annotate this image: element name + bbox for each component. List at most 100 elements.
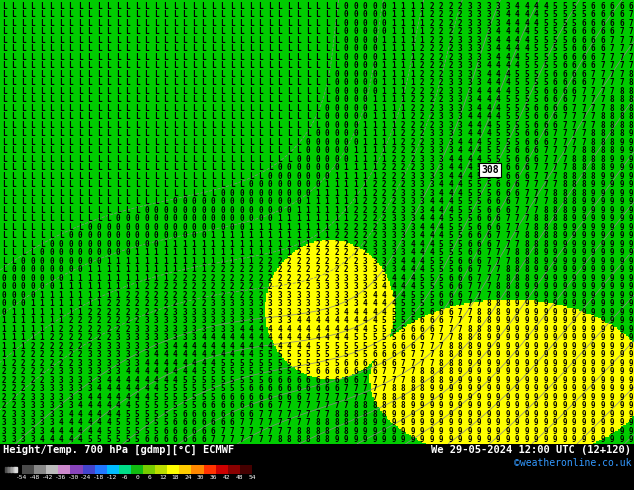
- Text: 4: 4: [467, 172, 472, 181]
- Text: L: L: [210, 172, 216, 181]
- Text: 7: 7: [619, 27, 624, 36]
- Text: 9: 9: [562, 393, 567, 402]
- Text: 0: 0: [2, 299, 6, 309]
- Text: 3: 3: [153, 334, 158, 343]
- Text: 0: 0: [315, 172, 320, 181]
- Text: L: L: [125, 155, 130, 164]
- Text: 3: 3: [439, 138, 443, 147]
- Text: 1: 1: [163, 274, 168, 283]
- Text: 6: 6: [572, 53, 576, 62]
- Text: L: L: [191, 129, 197, 139]
- Text: 9: 9: [581, 342, 586, 351]
- Text: L: L: [68, 87, 73, 96]
- Text: 5: 5: [458, 248, 462, 257]
- Text: L: L: [125, 206, 130, 215]
- Text: L: L: [144, 2, 149, 11]
- Text: 9: 9: [524, 350, 529, 360]
- Text: L: L: [201, 36, 206, 45]
- Text: 4: 4: [182, 359, 187, 368]
- Text: 8: 8: [363, 401, 367, 411]
- Text: 9: 9: [610, 350, 614, 360]
- Text: L: L: [258, 27, 263, 36]
- Text: 2: 2: [325, 257, 329, 266]
- Text: L: L: [134, 206, 139, 215]
- Text: 1: 1: [239, 257, 244, 266]
- Text: 9: 9: [629, 368, 633, 376]
- Text: 5: 5: [277, 350, 281, 360]
- Text: 4: 4: [68, 427, 73, 436]
- Text: 8: 8: [562, 189, 567, 198]
- Text: 6: 6: [581, 19, 586, 28]
- Text: 8: 8: [496, 308, 500, 317]
- Text: L: L: [220, 87, 225, 96]
- Text: 4: 4: [477, 129, 481, 139]
- Text: 2: 2: [182, 291, 187, 300]
- Text: 1: 1: [306, 197, 310, 206]
- Text: L: L: [296, 129, 301, 139]
- Text: 3: 3: [68, 393, 73, 402]
- Text: L: L: [49, 164, 54, 172]
- Text: 9: 9: [610, 436, 614, 444]
- Text: 7: 7: [619, 61, 624, 71]
- Text: 5: 5: [220, 359, 225, 368]
- Text: 9: 9: [543, 274, 548, 283]
- Text: L: L: [249, 27, 254, 36]
- Text: 9: 9: [581, 410, 586, 419]
- Text: L: L: [201, 19, 206, 28]
- Text: L: L: [59, 96, 63, 104]
- Text: L: L: [59, 129, 63, 139]
- Text: 4: 4: [296, 334, 301, 343]
- Text: 3: 3: [477, 45, 481, 53]
- Text: L: L: [287, 147, 291, 155]
- Text: 6: 6: [610, 19, 614, 28]
- Text: 9: 9: [629, 401, 633, 411]
- Text: 4: 4: [477, 96, 481, 104]
- Text: L: L: [334, 36, 339, 45]
- Text: 5: 5: [477, 197, 481, 206]
- Text: 3: 3: [125, 342, 130, 351]
- Text: L: L: [78, 172, 82, 181]
- Text: 3: 3: [429, 129, 434, 139]
- Text: L: L: [306, 121, 310, 130]
- Text: L: L: [239, 172, 244, 181]
- Text: 1: 1: [325, 223, 329, 232]
- Text: 5: 5: [562, 36, 567, 45]
- Text: L: L: [106, 45, 111, 53]
- Text: 4: 4: [153, 350, 158, 360]
- Text: L: L: [239, 61, 244, 71]
- Text: 7: 7: [258, 410, 263, 419]
- Text: 6: 6: [220, 410, 225, 419]
- Text: 2: 2: [382, 206, 386, 215]
- Text: 1: 1: [420, 27, 424, 36]
- Text: L: L: [11, 215, 16, 223]
- Text: 3: 3: [467, 96, 472, 104]
- Text: 6: 6: [610, 10, 614, 20]
- Text: L: L: [125, 45, 130, 53]
- Text: 0: 0: [287, 180, 291, 190]
- Text: L: L: [68, 129, 73, 139]
- Text: 5: 5: [410, 308, 415, 317]
- Text: L: L: [277, 96, 281, 104]
- Text: L: L: [182, 36, 187, 45]
- Text: -6: -6: [120, 475, 128, 480]
- Text: L: L: [30, 155, 35, 164]
- Text: 5: 5: [486, 138, 491, 147]
- Text: 7: 7: [249, 436, 254, 444]
- Text: 4: 4: [505, 87, 510, 96]
- Text: 8: 8: [591, 129, 595, 139]
- Text: 6: 6: [505, 180, 510, 190]
- Text: 7: 7: [591, 70, 595, 79]
- Text: 9: 9: [619, 155, 624, 164]
- Text: L: L: [153, 61, 158, 71]
- Text: L: L: [87, 180, 92, 190]
- Text: L: L: [97, 206, 101, 215]
- Text: 8: 8: [591, 172, 595, 181]
- Text: 3: 3: [30, 393, 35, 402]
- Text: 9: 9: [467, 393, 472, 402]
- Text: L: L: [277, 10, 281, 20]
- Text: 5: 5: [486, 189, 491, 198]
- Text: 1: 1: [125, 266, 130, 274]
- Text: 9: 9: [353, 436, 358, 444]
- Text: 9: 9: [515, 359, 519, 368]
- Text: 9: 9: [534, 385, 538, 393]
